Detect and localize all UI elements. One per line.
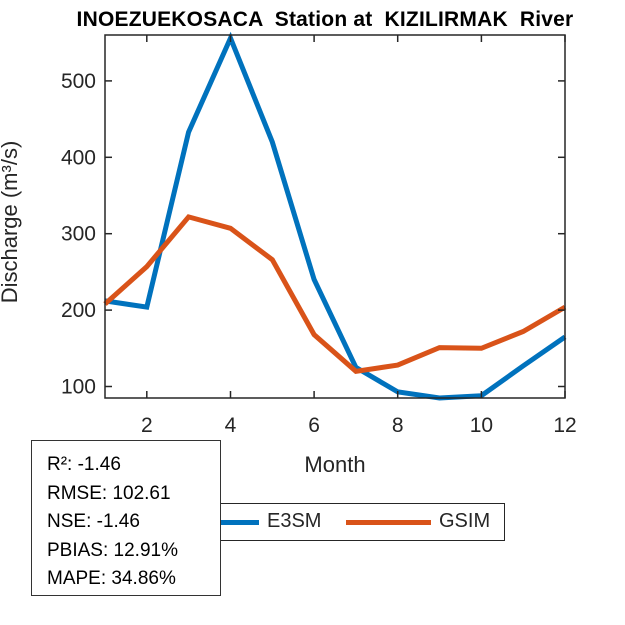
x-tick-label: 10: [470, 414, 493, 437]
stat-pbias: PBIAS: 12.91%: [47, 539, 178, 561]
stat-mape: MAPE: 34.86%: [47, 568, 176, 589]
legend-label-gsim: GSIM: [439, 510, 491, 532]
stats-box: R²: -1.46 RMSE: 102.61 NSE: -1.46 PBIAS:…: [31, 440, 221, 596]
stat-r2: R²: -1.46: [47, 454, 121, 475]
chart-title: INOEZUEKOSACA Station at KIZILIRMAK Rive…: [76, 8, 574, 31]
y-tick-label: 400: [61, 146, 96, 169]
legend-label-e3sm: E3SM: [267, 510, 322, 532]
y-tick-label: 500: [61, 70, 96, 93]
x-tick-label: 4: [225, 414, 237, 437]
x-tick-label: 6: [308, 414, 320, 437]
series-line-gsim: [103, 214, 567, 374]
legend-line-gsim: [346, 520, 431, 525]
y-tick-label: 200: [61, 299, 96, 322]
y-tick-label: 300: [61, 223, 96, 246]
stat-rmse: RMSE: 102.61: [47, 482, 171, 504]
legend: E3SM GSIM: [165, 503, 505, 541]
axes-box: [104, 34, 566, 399]
series-line-e3sm: [104, 31, 567, 401]
y-axis-label: Discharge (m³/s): [0, 140, 22, 304]
x-tick-label: 2: [141, 414, 153, 437]
y-tick-label: 100: [61, 376, 96, 399]
x-tick-label: 12: [553, 414, 576, 437]
stat-nse: NSE: -1.46: [47, 511, 140, 532]
x-tick-label: 8: [392, 414, 404, 437]
x-axis-label: Month: [304, 452, 366, 477]
